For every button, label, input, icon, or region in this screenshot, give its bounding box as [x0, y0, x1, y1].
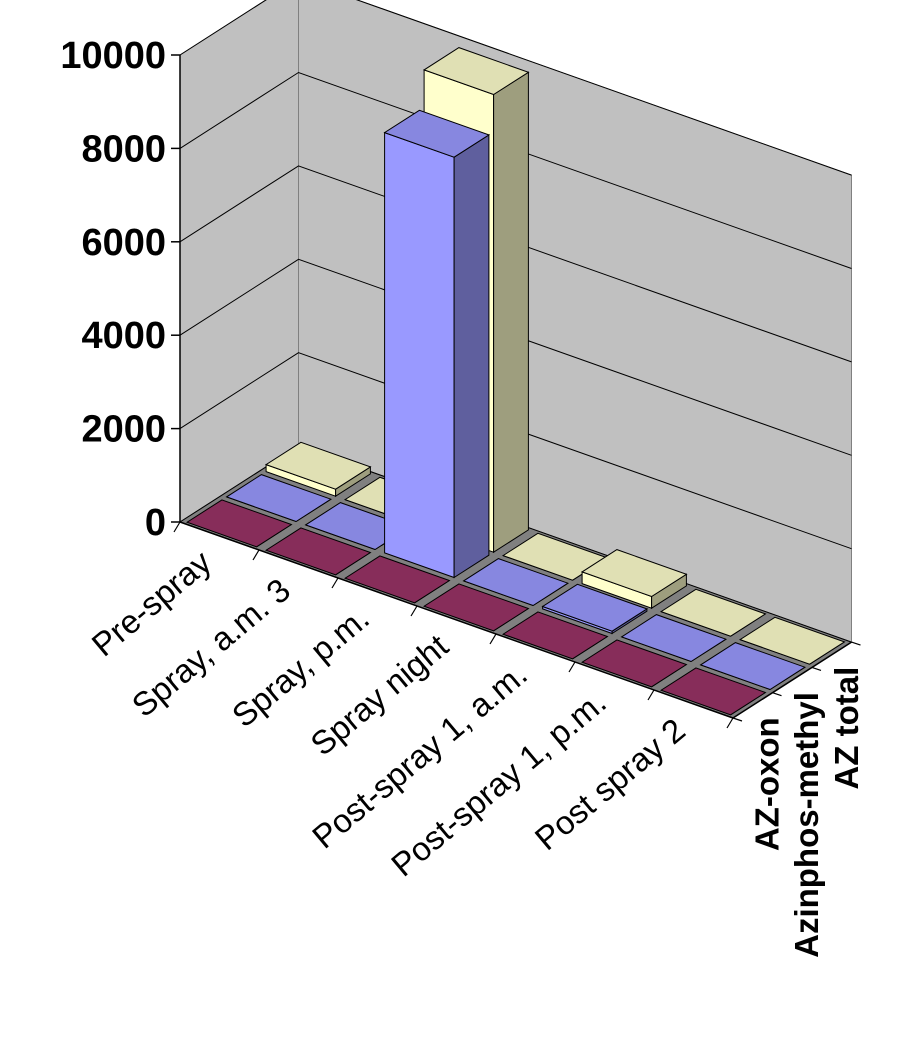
series-label: Azinphos-methyl [788, 692, 825, 958]
bar [659, 667, 767, 716]
bar-top-face [580, 549, 688, 598]
depth-axis-line [732, 641, 852, 719]
bar [699, 642, 807, 691]
x-tick-mark [647, 689, 655, 701]
gridline [179, 352, 852, 550]
bar-top-face [462, 558, 570, 607]
bar [501, 611, 609, 660]
depth-tick-mark [732, 717, 743, 722]
x-tick-mark [410, 605, 418, 617]
bar [580, 549, 688, 610]
bar-top-face [659, 667, 767, 716]
bar [659, 588, 767, 637]
bar-top-face [659, 588, 767, 637]
gridlines [179, 0, 852, 643]
bar-top-face [501, 611, 609, 660]
bar [738, 616, 846, 665]
x-axis-line [179, 521, 734, 719]
bar [620, 614, 728, 663]
bar [343, 555, 451, 604]
x-tick-mark [489, 633, 497, 645]
bar [422, 583, 530, 632]
bar-top-face [185, 499, 293, 548]
x-tick-mark [726, 717, 734, 729]
bar [225, 474, 333, 523]
bar [185, 499, 293, 548]
y-tick-label: 4000 [81, 315, 166, 357]
bar-side-face [453, 133, 490, 579]
value-axis [171, 54, 861, 729]
bar-top-face [422, 583, 530, 632]
bar-top-face [541, 583, 649, 632]
gridline [179, 71, 852, 269]
x-tick-mark [568, 661, 576, 673]
series-label: AZ-oxon [749, 717, 786, 851]
x-tick-mark [173, 521, 181, 533]
y-tick-label: 0 [145, 502, 166, 544]
bar-top-face [383, 109, 491, 158]
y-tick-label: 2000 [81, 409, 166, 451]
depth-tick-mark [772, 692, 782, 697]
bar-top-face [264, 527, 372, 576]
y-tick-label: 10000 [60, 35, 166, 77]
bar-top-face [738, 616, 846, 665]
y-tick-label: 6000 [81, 222, 166, 264]
bar-top-face [225, 474, 333, 523]
bar-top-face [422, 47, 530, 96]
bar-top-face [699, 642, 807, 691]
bar [541, 583, 649, 635]
bar-top-face [620, 614, 728, 663]
x-tick-mark [252, 549, 260, 561]
bar-top-face [580, 639, 688, 688]
bar-side-face [493, 71, 529, 554]
x-tick-mark [331, 577, 339, 589]
bar-front-face [384, 131, 455, 579]
depth-tick-mark [851, 641, 861, 646]
bar [580, 639, 688, 688]
bar [264, 441, 372, 498]
gridline [179, 0, 852, 176]
bar-top-face [264, 441, 372, 490]
side-wall [179, 0, 299, 523]
bar-top-face [343, 555, 451, 604]
gridline [179, 258, 852, 456]
bar [264, 527, 372, 576]
series-label: AZ total [828, 667, 865, 790]
bars [185, 47, 846, 716]
y-tick-label: 8000 [81, 128, 166, 170]
gridline [179, 165, 852, 363]
depth-tick-mark [811, 666, 822, 671]
bar [462, 558, 570, 607]
bar [383, 109, 491, 579]
